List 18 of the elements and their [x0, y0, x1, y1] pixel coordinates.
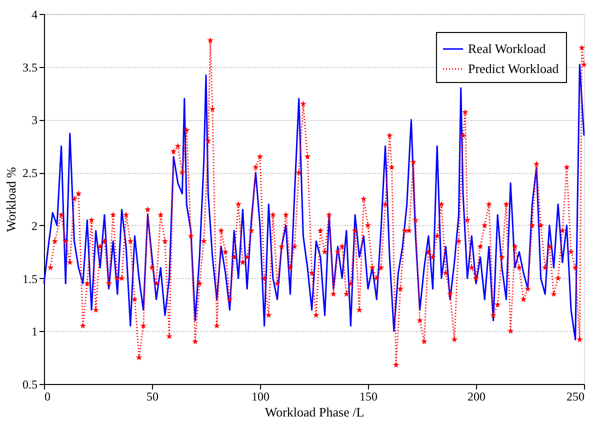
x-tick-label: 150 [360, 390, 378, 404]
x-tick-label: 250 [566, 390, 584, 404]
y-tick-label: 1.5 [22, 272, 38, 286]
y-tick-label: 3.5 [22, 60, 38, 74]
x-tick-label: 200 [468, 390, 486, 404]
y-tick-label: 4 [32, 8, 38, 22]
legend-label: Real Workload [468, 41, 546, 56]
y-tick-label: 2.5 [22, 166, 38, 180]
x-axis-title: Workload Phase /L [264, 404, 364, 420]
y-tick-label: 0.5 [22, 378, 38, 392]
legend-label: Predict Workload [468, 61, 560, 76]
x-tick-label: 0 [44, 390, 50, 404]
y-tick-label: 3 [32, 113, 38, 128]
y-tick-label: 2 [32, 218, 38, 233]
x-tick-label: 100 [252, 390, 270, 404]
y-tick-label: 1 [32, 324, 38, 339]
x-tick-label: 50 [146, 390, 158, 404]
y-axis-title: Workload % [4, 166, 18, 232]
